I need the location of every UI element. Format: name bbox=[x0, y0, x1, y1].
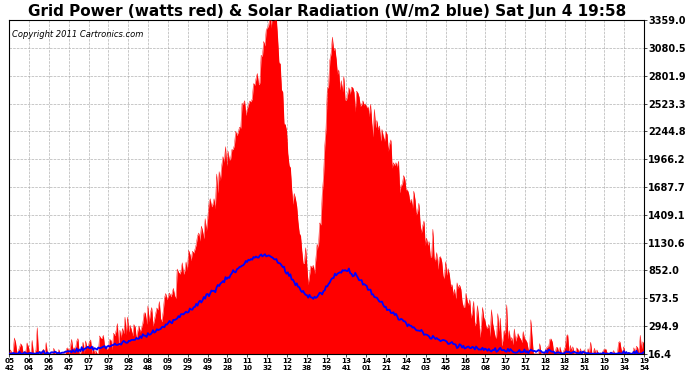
Title: Grid Power (watts red) & Solar Radiation (W/m2 blue) Sat Jun 4 19:58: Grid Power (watts red) & Solar Radiation… bbox=[28, 4, 626, 19]
Text: Copyright 2011 Cartronics.com: Copyright 2011 Cartronics.com bbox=[12, 30, 144, 39]
